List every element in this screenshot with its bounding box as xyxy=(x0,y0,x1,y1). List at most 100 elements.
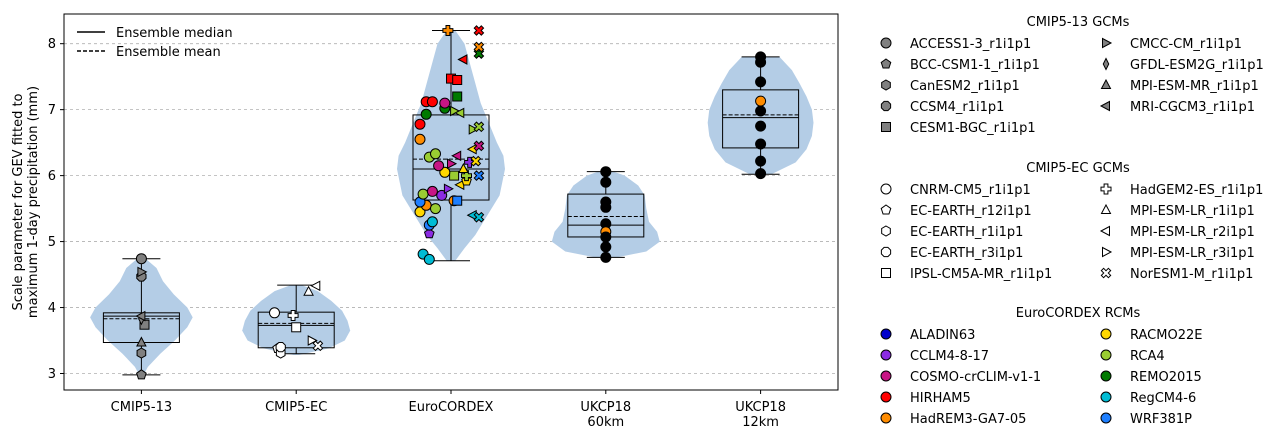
legend-label: EC-EARTH_r3i1p1 xyxy=(910,246,1023,261)
legend-label: RegCM4-6 xyxy=(1130,391,1196,406)
legend-marker xyxy=(1099,225,1110,237)
legend-label: ALADIN63 xyxy=(910,328,975,343)
data-point xyxy=(454,107,465,119)
legend-label: MPI-ESM-LR_r1i1p1 xyxy=(1130,204,1255,219)
legend-marker xyxy=(1100,412,1112,424)
legend-label: COSMO-crCLIM-v1-1 xyxy=(910,370,1041,385)
legend-label: REMO2015 xyxy=(1130,370,1202,385)
legend-marker xyxy=(880,246,892,258)
legend-marker xyxy=(1100,183,1112,195)
line-legend: Ensemble median Ensemble mean xyxy=(77,26,233,60)
y-axis-label-line: maximum 1-day precipitation (mm) xyxy=(26,86,41,318)
legend-marker xyxy=(880,183,892,195)
data-point xyxy=(468,124,479,135)
legend-marker xyxy=(1102,246,1113,258)
legend-marker xyxy=(880,58,892,69)
data-point xyxy=(136,336,147,347)
marker-legend: EuroCORDEX RCMs ALADIN63 CCLM4-8-17 COSMO-c… xyxy=(880,306,1202,427)
data-point xyxy=(600,166,612,178)
legend-label: BCC-CSM1-1_r1i1p1 xyxy=(910,58,1040,73)
data-point xyxy=(417,188,429,200)
legend-label: EC-EARTH_r1i1p1 xyxy=(910,225,1023,240)
legend-marker xyxy=(1102,37,1113,49)
x-tick-label: 60km xyxy=(587,415,624,430)
legend-title: CMIP5-EC GCMs xyxy=(1026,161,1130,176)
legend-label: MPI-ESM-LR_r3i1p1 xyxy=(1130,246,1255,261)
data-point xyxy=(755,168,767,180)
x-tick-label: EuroCORDEX xyxy=(409,400,494,415)
data-point xyxy=(135,310,146,322)
legend-label: RCA4 xyxy=(1130,349,1165,364)
x-tick-label: CMIP5-13 xyxy=(111,400,172,415)
data-point xyxy=(303,285,314,296)
y-tick-label: 7 xyxy=(48,103,56,118)
data-point xyxy=(452,75,463,85)
data-point xyxy=(442,25,454,36)
data-point xyxy=(451,150,462,162)
data-point xyxy=(269,307,280,319)
legend-marker xyxy=(880,328,892,340)
data-point xyxy=(755,56,767,68)
data-point xyxy=(420,108,432,120)
legend-marker xyxy=(1100,328,1112,340)
legend-label: ACCESS1-3_r1i1p1 xyxy=(910,37,1031,52)
data-point xyxy=(135,253,147,265)
legend-marker xyxy=(880,412,892,424)
data-point xyxy=(430,203,441,215)
x-tick-label: UKCP18 xyxy=(735,400,786,415)
legend-marker xyxy=(1099,100,1110,112)
violin-body xyxy=(242,285,351,355)
data-point xyxy=(600,241,612,253)
legend-marker xyxy=(1102,57,1110,71)
marker-legend: CMIP5-13 GCMs ACCESS1-3_r1i1p1 BCC-CSM1-1_… xyxy=(880,15,1264,136)
data-point xyxy=(452,91,463,102)
legend-marker xyxy=(881,268,891,278)
x-tick-label: 12km xyxy=(742,415,779,430)
data-point xyxy=(755,138,767,150)
data-point xyxy=(755,105,767,117)
data-point xyxy=(136,347,147,359)
data-point xyxy=(312,340,324,352)
line-legend-label: Ensemble mean xyxy=(116,45,221,60)
legend-label: MRI-CGCM3_r1i1p1 xyxy=(1130,100,1255,115)
y-tick-label: 5 xyxy=(48,235,56,250)
data-point xyxy=(287,310,299,321)
data-point xyxy=(473,41,485,53)
y-axis-label-line: Scale parameter for GEV fitted to xyxy=(11,93,26,310)
legend-marker xyxy=(1100,391,1112,403)
legend-marker xyxy=(880,370,892,382)
data-point xyxy=(755,120,767,132)
data-point xyxy=(414,118,426,130)
legend-marker xyxy=(880,100,892,112)
legend-marker xyxy=(1100,349,1112,361)
data-point xyxy=(600,201,612,213)
legend-label: MPI-ESM-LR_r2i1p1 xyxy=(1130,225,1255,240)
legend-label: WRF381P xyxy=(1130,412,1192,427)
legend-title: CMIP5-13 GCMs xyxy=(1027,15,1130,30)
data-point xyxy=(600,251,612,263)
legend-label: HIRHAM5 xyxy=(910,391,971,406)
data-point xyxy=(307,335,318,346)
y-tick-label: 6 xyxy=(48,169,56,184)
data-point xyxy=(457,54,468,65)
data-point xyxy=(414,133,426,145)
y-tick-label: 8 xyxy=(48,37,56,52)
legend-marker xyxy=(880,37,892,49)
data-point xyxy=(426,216,438,228)
y-tick-label: 3 xyxy=(48,367,56,382)
data-point xyxy=(755,95,767,107)
data-point xyxy=(473,25,485,36)
data-point xyxy=(755,76,767,88)
legend-label: CCLM4-8-17 xyxy=(910,349,989,364)
legend-label: CESM1-BGC_r1i1p1 xyxy=(910,121,1036,136)
data-point xyxy=(137,266,148,278)
legend-label: GFDL-ESM2G_r1i1p1 xyxy=(1130,58,1264,73)
data-point xyxy=(600,231,612,243)
legend-marker xyxy=(880,204,892,215)
data-point xyxy=(470,155,482,167)
data-point xyxy=(458,162,469,173)
data-point xyxy=(426,185,438,197)
legend-marker xyxy=(880,349,892,361)
legend-marker xyxy=(1100,370,1112,382)
legend-label: RACMO22E xyxy=(1130,328,1202,343)
